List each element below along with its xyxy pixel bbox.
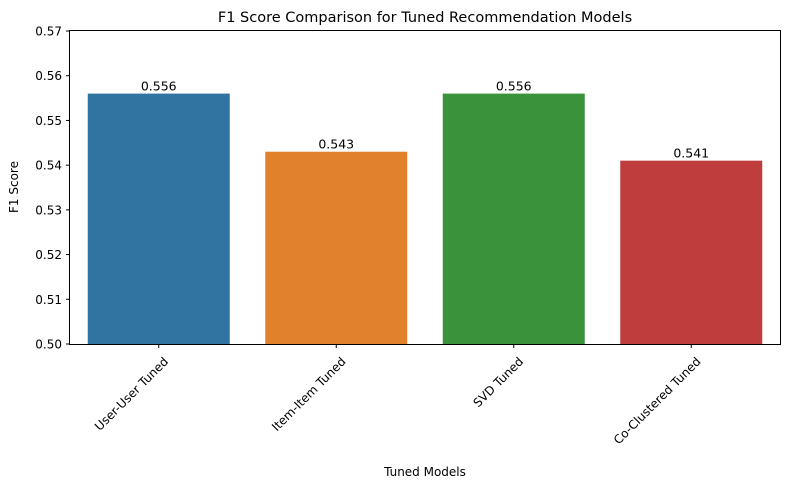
bar (620, 160, 763, 344)
y-tick-label: 0.52 (35, 248, 62, 262)
y-tick-label: 0.54 (35, 159, 62, 173)
bar-value-label: 0.556 (141, 79, 177, 94)
bar (442, 93, 585, 344)
x-tick-label: Co-Clustered Tuned (611, 354, 704, 447)
bar-value-label: 0.556 (496, 79, 532, 94)
bar (265, 151, 408, 344)
y-tick-label: 0.50 (35, 338, 62, 352)
y-axis-label: F1 Score (7, 161, 21, 213)
y-tick-label: 0.53 (35, 203, 62, 217)
y-tick-label: 0.57 (35, 25, 62, 39)
x-tick-label: Item-Item Tuned (269, 354, 349, 434)
plot-area-frame (69, 30, 781, 345)
chart-title: F1 Score Comparison for Tuned Recommenda… (218, 10, 632, 26)
y-tick-label: 0.51 (35, 293, 62, 307)
y-tick-label: 0.56 (35, 69, 62, 83)
bar-value-label: 0.541 (673, 146, 709, 161)
x-tick-label: SVD Tuned (471, 354, 527, 410)
x-tick-label: User-User Tuned (92, 354, 171, 433)
x-axis-label: Tuned Models (383, 465, 466, 479)
bar-value-label: 0.543 (318, 137, 354, 152)
bar (87, 93, 230, 344)
y-tick-label: 0.55 (35, 114, 62, 128)
